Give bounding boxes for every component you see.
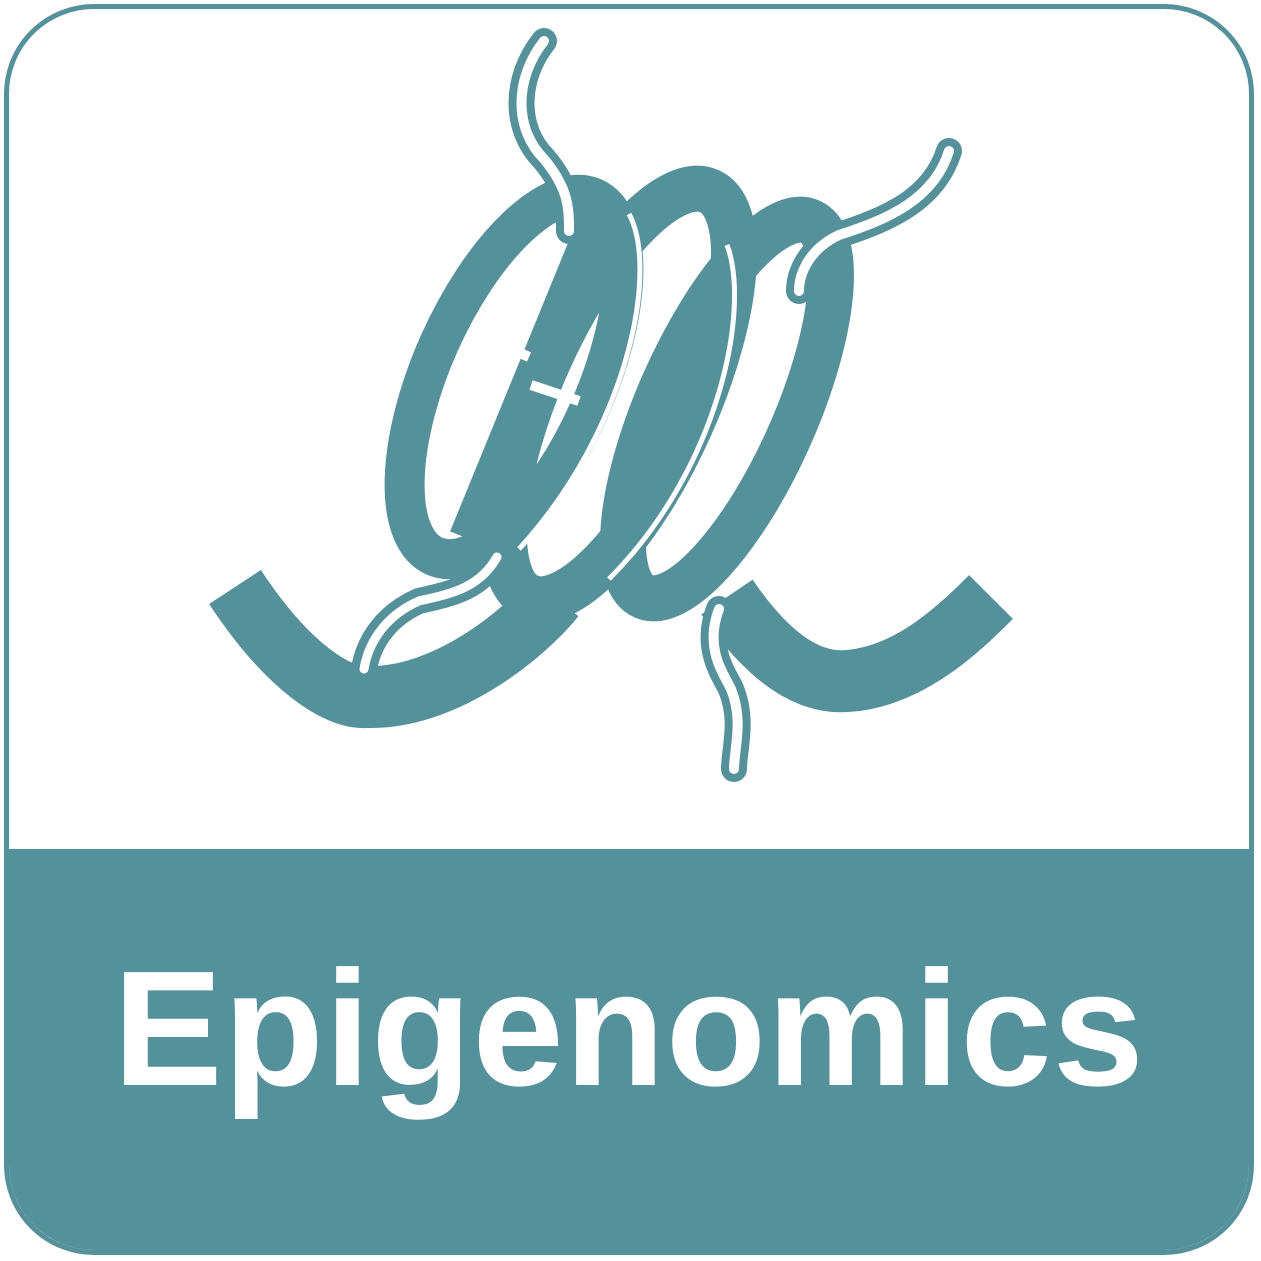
histone-tail-right-core [794,146,954,296]
histone-disc-back [384,174,644,580]
disc-gap-line [517,212,643,551]
disc-gap-line [607,244,738,581]
disc-notch [476,330,581,406]
dna-strand-left [209,569,579,729]
tile-label: Epigenomics [113,937,1145,1120]
disc-inner-line [450,213,608,543]
histone-tail-left-core [359,552,502,674]
histone-tail-top-core [516,36,574,236]
histone-disc-front [600,196,854,622]
epigenomics-tile[interactable]: Epigenomics [4,4,1254,1255]
label-band: Epigenomics [9,849,1249,1250]
histone-tail-bottom-core [708,604,743,774]
dna-strand-right [701,575,1013,713]
nucleosome-icon [209,28,1013,782]
